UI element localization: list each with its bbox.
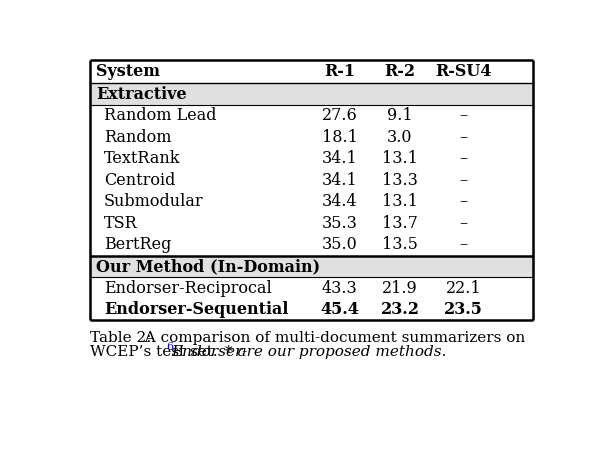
Text: * are our proposed methods.: * are our proposed methods. — [225, 345, 446, 359]
Text: 9.1: 9.1 — [387, 107, 413, 124]
Text: 34.4: 34.4 — [322, 194, 358, 210]
Text: 13.1: 13.1 — [382, 150, 418, 167]
Text: Endorser-: Endorser- — [171, 345, 247, 359]
Text: A comparison of multi-document summarizers on: A comparison of multi-document summarize… — [135, 331, 525, 345]
Text: Random Lead: Random Lead — [104, 107, 216, 124]
Text: –: – — [460, 236, 468, 253]
Text: TSR: TSR — [104, 215, 137, 232]
Text: 27.6: 27.6 — [322, 107, 358, 124]
Text: 6: 6 — [166, 342, 173, 352]
Text: 23.2: 23.2 — [381, 301, 420, 318]
Text: 21.9: 21.9 — [382, 279, 418, 297]
Text: Random: Random — [104, 129, 171, 146]
Text: 18.1: 18.1 — [322, 129, 358, 146]
Text: Endorser-Sequential: Endorser-Sequential — [104, 301, 288, 318]
Text: 34.1: 34.1 — [322, 150, 358, 167]
Text: R-2: R-2 — [384, 63, 415, 80]
Text: BertReg: BertReg — [104, 236, 171, 253]
Text: Centroid: Centroid — [104, 172, 175, 189]
Text: Submodular: Submodular — [104, 194, 204, 210]
Text: 35.3: 35.3 — [322, 215, 358, 232]
Text: –: – — [460, 150, 468, 167]
Text: 35.0: 35.0 — [322, 236, 358, 253]
Text: Extractive: Extractive — [96, 86, 187, 103]
Text: –: – — [460, 107, 468, 124]
Text: 23.5: 23.5 — [444, 301, 483, 318]
Text: –: – — [460, 194, 468, 210]
Text: 13.7: 13.7 — [382, 215, 418, 232]
Text: 34.1: 34.1 — [322, 172, 358, 189]
Text: WCEP’s test set.: WCEP’s test set. — [90, 345, 218, 359]
Text: 45.4: 45.4 — [320, 301, 359, 318]
Text: 3.0: 3.0 — [387, 129, 413, 146]
Text: 13.1: 13.1 — [382, 194, 418, 210]
Text: R-SU4: R-SU4 — [435, 63, 492, 80]
Text: System: System — [96, 63, 160, 80]
Text: Table 2:: Table 2: — [90, 331, 151, 345]
Text: R-1: R-1 — [324, 63, 355, 80]
Text: –: – — [460, 172, 468, 189]
Text: TextRank: TextRank — [104, 150, 181, 167]
Text: 22.1: 22.1 — [446, 279, 482, 297]
Text: 13.3: 13.3 — [382, 172, 418, 189]
Text: Endorser-Reciprocal: Endorser-Reciprocal — [104, 279, 272, 297]
Text: –: – — [460, 215, 468, 232]
Text: 13.5: 13.5 — [382, 236, 418, 253]
Text: 43.3: 43.3 — [322, 279, 358, 297]
Text: –: – — [460, 129, 468, 146]
Text: Our Method (In-Domain): Our Method (In-Domain) — [96, 258, 320, 275]
